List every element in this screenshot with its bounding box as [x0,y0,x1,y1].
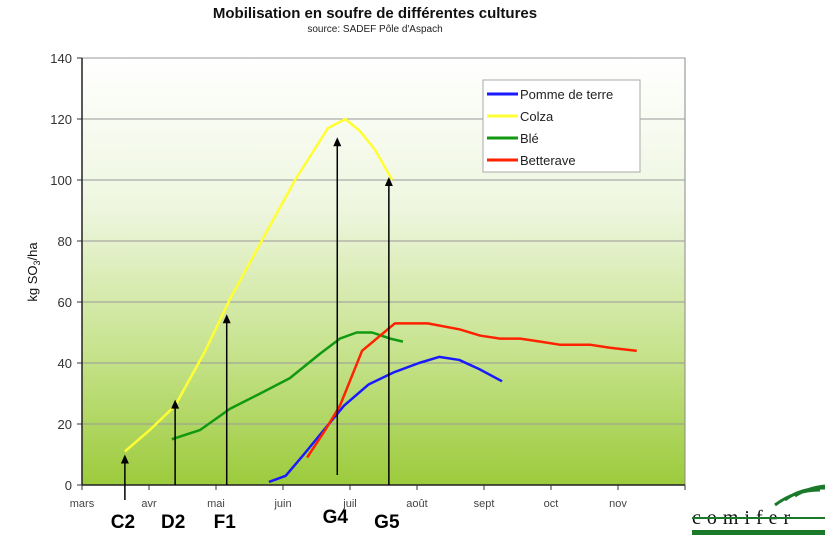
stage-label-c2: C2 [111,512,135,533]
series-line-colza [124,117,394,453]
x-tick-label: avr [141,498,157,510]
arrowhead-icon [120,454,129,464]
arrowhead-icon [384,176,393,186]
y-tick-label: 80 [58,234,72,249]
chart-title: Mobilisation en soufre de différentes cu… [212,5,538,22]
stage-label-f1: F1 [214,512,237,533]
y-tick-label: 140 [50,51,72,66]
stage-label-d2: D2 [161,512,185,533]
y-tick-label: 120 [50,112,72,127]
y-tick-label: 0 [65,478,72,493]
x-tick-label: mars [70,498,95,510]
comifer-logo: comifer [692,484,825,535]
x-tick-label: nov [609,498,627,510]
stage-label-g4: G4 [323,507,349,528]
legend-label: Colza [520,109,554,124]
series-line-pomme-de-terre [268,355,503,484]
y-tick-label: 40 [58,356,72,371]
series-line-betterave [306,322,637,459]
legend-label: Blé [520,131,539,146]
x-tick-label: oct [544,498,559,510]
y-tick-label: 60 [58,295,72,310]
x-tick-label: juin [273,498,291,510]
legend-label: Pomme de terre [520,87,613,102]
series-line-bl- [171,331,404,441]
y-tick-label: 20 [58,417,72,432]
legend-label: Betterave [520,153,576,168]
arrowhead-icon [333,137,342,147]
arrowhead-icon [222,314,231,324]
stage-label-g5: G5 [374,512,400,533]
x-tick-label: mai [207,498,225,510]
y-tick-label: 100 [50,173,72,188]
x-tick-label: août [406,498,427,510]
x-tick-label: sept [474,498,495,510]
y-axis-label: kg SO3/ha [25,242,42,302]
chart-subtitle: source: SADEF Pôle d'Aspach [307,24,443,35]
arrowhead-icon [171,399,180,409]
x-tick-label: juil [342,498,356,510]
